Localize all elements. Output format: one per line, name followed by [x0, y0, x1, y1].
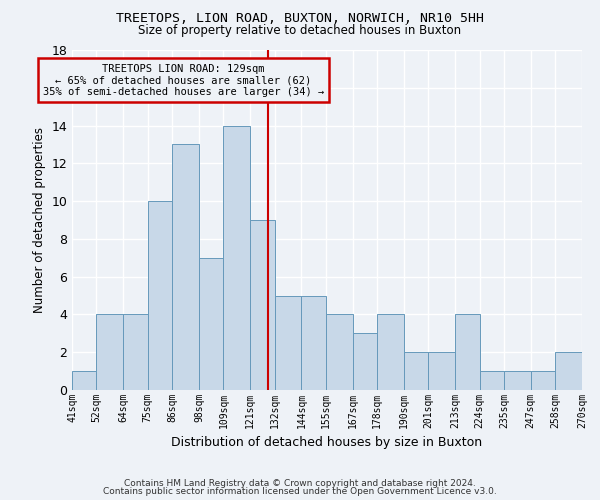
Text: TREETOPS LION ROAD: 129sqm
← 65% of detached houses are smaller (62)
35% of semi: TREETOPS LION ROAD: 129sqm ← 65% of deta…: [43, 64, 324, 97]
Bar: [148, 201, 172, 390]
Bar: [326, 314, 353, 390]
Text: Size of property relative to detached houses in Buxton: Size of property relative to detached ho…: [139, 24, 461, 37]
Bar: [479, 371, 504, 390]
Y-axis label: Number of detached properties: Number of detached properties: [33, 127, 46, 313]
Bar: [97, 314, 123, 390]
Bar: [404, 352, 428, 390]
Text: Contains HM Land Registry data © Crown copyright and database right 2024.: Contains HM Land Registry data © Crown c…: [124, 478, 476, 488]
Bar: [172, 144, 199, 390]
Bar: [199, 258, 223, 390]
Bar: [455, 314, 479, 390]
Bar: [275, 296, 301, 390]
Bar: [555, 352, 582, 390]
Bar: [377, 314, 404, 390]
Bar: [504, 371, 531, 390]
Text: Contains public sector information licensed under the Open Government Licence v3: Contains public sector information licen…: [103, 487, 497, 496]
Bar: [531, 371, 555, 390]
Bar: [301, 296, 326, 390]
Bar: [223, 126, 250, 390]
Text: TREETOPS, LION ROAD, BUXTON, NORWICH, NR10 5HH: TREETOPS, LION ROAD, BUXTON, NORWICH, NR…: [116, 12, 484, 26]
Bar: [123, 314, 148, 390]
Bar: [353, 334, 377, 390]
Bar: [250, 220, 275, 390]
Bar: [428, 352, 455, 390]
Bar: [72, 371, 97, 390]
X-axis label: Distribution of detached houses by size in Buxton: Distribution of detached houses by size …: [172, 436, 482, 450]
